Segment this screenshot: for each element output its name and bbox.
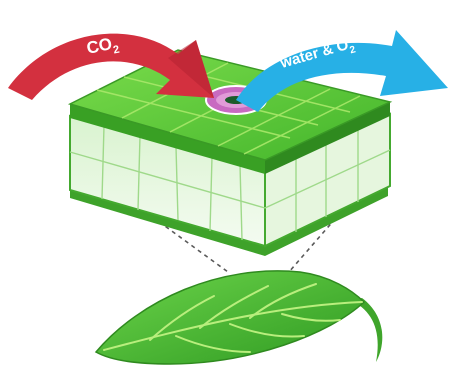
- leaf-stem: [350, 298, 383, 362]
- co2-arrow: CO2: [8, 33, 214, 100]
- leaf-icon: [94, 270, 383, 365]
- co2-arrow-body: [8, 33, 214, 100]
- leaf-blade: [94, 270, 366, 365]
- leaf-cross-section-icon: [67, 49, 393, 256]
- bottom-epidermis: [70, 186, 388, 256]
- top-edge-side: [265, 102, 390, 174]
- front-cells: [69, 125, 266, 241]
- co2-label: CO2: [85, 33, 121, 62]
- water-o2-arrow-body: [236, 30, 448, 112]
- side-cells: [264, 129, 391, 232]
- leaf-veins: [103, 283, 363, 353]
- top-edge-front: [70, 104, 265, 174]
- guide-line-left: [87, 169, 229, 273]
